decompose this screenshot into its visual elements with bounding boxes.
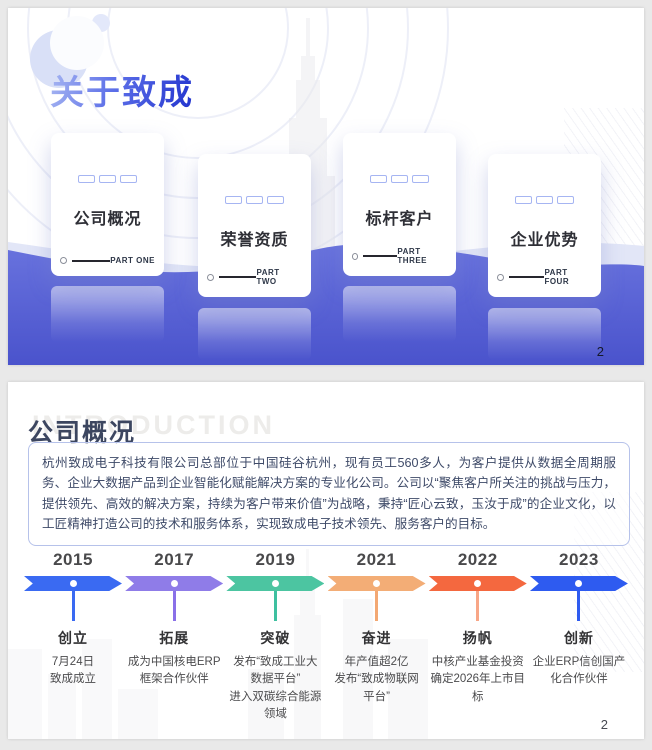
card-part-four: 企业优势 PART FOUR [488,154,601,297]
card-reflection [51,286,164,342]
card-reflection [198,308,311,360]
timeline-item-2023: 2023 创新 企业ERP信创国产 化合作伙伴 [529,550,628,723]
dashes-icon [198,196,311,204]
timeline-title: 创立 [58,630,88,646]
timeline-drop-line [375,591,379,621]
circle-decoration-cut [50,16,104,70]
company-intro-text: 杭州致成电子科技有限公司总部位于中国硅谷杭州，现有员工560多人，为客户提供从数… [42,456,616,532]
timeline-title: 拓展 [159,630,190,646]
timeline-drop-line [577,591,581,621]
slide-company-overview-section: INTRODUCTION 公司概况 杭州致成电子科技有限公司总部位于中国硅谷杭州… [8,382,644,739]
circle-bullet-icon [60,257,67,264]
timeline-item-2015: 2015 创立 7月24日 致成成立 [24,550,122,723]
timeline-desc: 发布“致成工业大 数据平台” 进入双碳综合能源 领域 [229,656,322,720]
timeline-year: 2017 [154,550,195,569]
part-label: PART TWO [256,268,280,286]
timeline-year: 2019 [255,550,296,569]
slide-about-section: 关于致成 公司概况 PART ONE 荣誉资质 PART TWO 标杆客户 [8,8,644,365]
page-number: 2 [596,344,604,359]
card-part-two: 荣誉资质 PART TWO [198,154,311,297]
divider-line [72,259,110,262]
dot-icon [271,580,279,587]
timeline-title: 创新 [563,630,594,646]
card-reflection [343,286,456,342]
timeline-title: 突破 [260,630,291,646]
card-reflection [488,308,601,360]
divider-line [363,255,398,257]
circle-bullet-icon [352,252,359,260]
timeline-drop-line [172,591,176,621]
arrow-right-icon [226,576,325,591]
timeline-item-2019: 2019 突破 发布“致成工业大 数据平台” 进入双碳综合能源 领域 [226,550,325,723]
timeline-item-2021: 2021 奋进 年产值超2亿 发布“致成物联网 平台” [327,550,426,723]
timeline-drop-line [273,591,277,621]
timeline-item-2022: 2022 扬帆 中核产业基金投资 确定2026年上市目 标 [428,550,527,723]
timeline-desc: 企业ERP信创国产 化合作伙伴 [532,656,626,686]
dashes-icon [488,196,601,204]
part-label: PART ONE [110,256,155,265]
dot-icon [575,580,583,587]
timeline-desc: 中核产业基金投资 确定2026年上市目 标 [430,656,526,703]
timeline-year: 2023 [559,550,599,569]
card-part-one: 公司概况 PART ONE [51,133,164,276]
timeline-drop-line [476,591,480,621]
timeline-desc: 成为中国核电ERP 框架合作伙伴 [127,656,221,686]
intro-watermark-text: INTRODUCTION [32,410,275,440]
dot-icon [474,580,482,587]
timeline-year: 2015 [53,550,93,569]
arrow-right-icon [24,576,122,591]
timeline-drop-line [71,591,75,621]
arrow-right-icon [125,576,224,591]
company-timeline: 2015 创立 7月24日 致成成立 2017 拓展 成为中国核电ERP 框架合… [24,550,628,723]
arrow-right-icon [327,576,426,591]
dot-icon [373,580,381,587]
timeline-year: 2021 [356,550,397,569]
divider-line [218,276,257,278]
card-title: 企业优势 [510,232,579,249]
dashes-icon [51,175,164,183]
timeline-item-2017: 2017 拓展 成为中国核电ERP 框架合作伙伴 [125,550,224,723]
timeline-desc: 7月24日 致成成立 [50,656,96,686]
circle-bullet-icon [497,273,504,281]
page-number: 2 [600,717,608,732]
card-title: 标杆客户 [365,211,434,228]
timeline-desc: 年产值超2亿 发布“致成物联网 平台” [334,656,419,703]
dot-icon [170,580,178,587]
divider-line [508,276,545,278]
timeline-title: 奋进 [361,630,392,646]
card-part-three: 标杆客户 PART THREE [343,133,456,276]
circle-bullet-icon [207,273,214,281]
part-label: PART FOUR [544,268,570,286]
arrow-right-icon [428,576,527,591]
timeline-title: 扬帆 [462,630,493,646]
arrow-right-icon [529,576,628,591]
company-intro-box: 杭州致成电子科技有限公司总部位于中国硅谷杭州，现有员工560多人，为客户提供从数… [28,442,630,546]
dot-icon [69,580,77,587]
card-title: 荣誉资质 [220,232,289,249]
part-label: PART THREE [397,247,428,265]
timeline-year: 2022 [457,550,498,569]
dashes-icon [343,175,456,183]
card-title: 公司概况 [73,211,142,228]
slide1-title: 关于致成 [50,65,194,114]
